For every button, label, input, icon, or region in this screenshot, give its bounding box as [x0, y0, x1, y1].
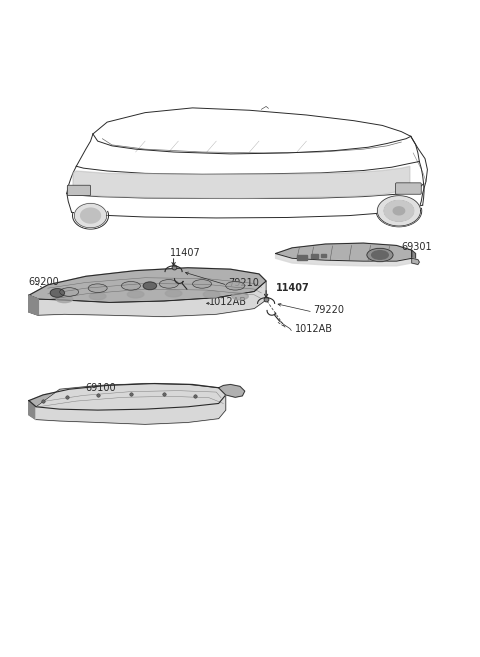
Polygon shape — [73, 166, 410, 198]
Text: 69100: 69100 — [86, 383, 117, 393]
Ellipse shape — [226, 282, 245, 290]
Text: 1012AB: 1012AB — [209, 298, 247, 307]
Polygon shape — [81, 208, 100, 223]
Polygon shape — [38, 281, 266, 317]
FancyBboxPatch shape — [396, 183, 421, 194]
Text: 11407: 11407 — [170, 248, 201, 258]
Polygon shape — [276, 243, 412, 261]
Polygon shape — [384, 200, 414, 221]
Bar — [297, 255, 307, 260]
Ellipse shape — [143, 282, 156, 290]
Ellipse shape — [159, 280, 179, 288]
Text: 69301: 69301 — [401, 242, 432, 252]
Ellipse shape — [50, 288, 64, 297]
Ellipse shape — [89, 292, 106, 300]
Text: 69200: 69200 — [29, 277, 60, 287]
Ellipse shape — [232, 292, 248, 300]
Ellipse shape — [165, 290, 182, 297]
Bar — [311, 254, 318, 258]
Polygon shape — [29, 384, 226, 410]
Polygon shape — [412, 258, 420, 265]
Bar — [321, 254, 326, 257]
Ellipse shape — [56, 296, 73, 303]
Text: 79210: 79210 — [228, 279, 259, 288]
Polygon shape — [36, 384, 226, 424]
Polygon shape — [74, 204, 107, 228]
Text: 11407: 11407 — [276, 283, 309, 293]
Polygon shape — [29, 268, 266, 302]
Ellipse shape — [127, 291, 144, 298]
Ellipse shape — [367, 248, 393, 261]
Polygon shape — [29, 401, 36, 420]
Ellipse shape — [192, 280, 212, 288]
Ellipse shape — [372, 251, 388, 260]
Polygon shape — [29, 295, 38, 315]
Polygon shape — [276, 254, 412, 266]
FancyBboxPatch shape — [67, 185, 91, 196]
Polygon shape — [412, 250, 416, 262]
Polygon shape — [219, 384, 245, 397]
Ellipse shape — [203, 291, 220, 298]
Ellipse shape — [88, 284, 107, 292]
Polygon shape — [377, 196, 420, 226]
Text: 1012AB: 1012AB — [295, 325, 333, 334]
Polygon shape — [29, 295, 38, 315]
Text: 79220: 79220 — [313, 306, 345, 315]
Ellipse shape — [60, 288, 79, 296]
Polygon shape — [393, 207, 405, 215]
Ellipse shape — [121, 282, 140, 290]
